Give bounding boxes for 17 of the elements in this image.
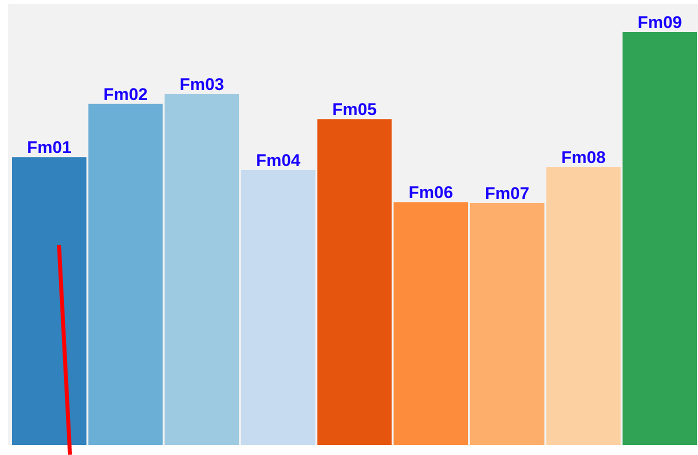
bar xyxy=(546,167,621,445)
x-tick-label: Fm06 xyxy=(408,183,454,202)
bar xyxy=(164,94,240,445)
x-tick-label: Fm09 xyxy=(638,13,682,32)
x-tick-label: Fm05 xyxy=(332,100,377,120)
bar xyxy=(622,32,697,445)
bar xyxy=(88,104,163,445)
bar xyxy=(317,119,392,445)
x-tick-label: Fm03 xyxy=(180,74,224,94)
x-tick-label: Fm04 xyxy=(256,150,301,170)
x-tick-label: Fm02 xyxy=(103,84,148,104)
bar xyxy=(394,202,468,445)
x-tick-label: Fm07 xyxy=(484,184,530,203)
x-tick-label: Fm01 xyxy=(26,138,72,158)
bar xyxy=(240,170,316,445)
bar xyxy=(470,202,544,445)
x-tick-label: Fm08 xyxy=(561,148,606,168)
